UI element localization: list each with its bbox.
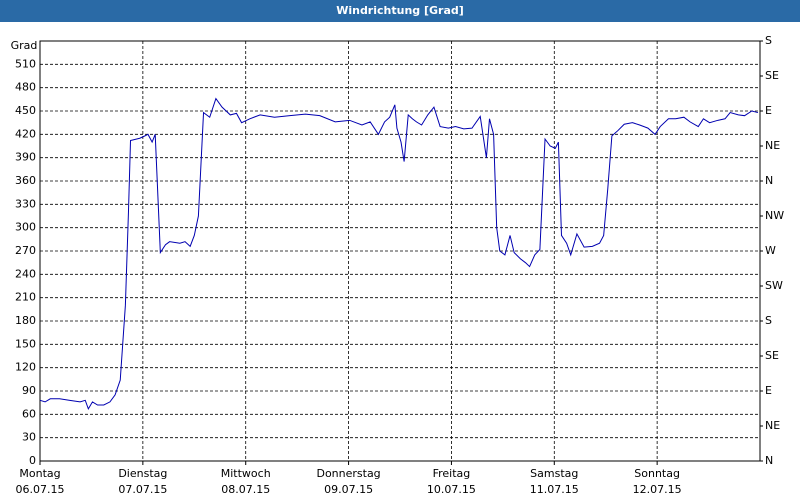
y-tick-label: 30 xyxy=(22,431,36,444)
y2-tick-label: N xyxy=(765,174,773,187)
y-tick-label: 480 xyxy=(15,81,36,94)
y-tick-label: 360 xyxy=(15,174,36,187)
y2-tick-label: NE xyxy=(765,139,780,152)
y-tick-label: 150 xyxy=(15,337,36,350)
y-axis-label: Grad xyxy=(11,39,38,52)
x-tick-label: Montag xyxy=(19,467,60,480)
x-tick-date: 06.07.15 xyxy=(16,483,65,496)
y-tick-label: 60 xyxy=(22,407,36,420)
y-tick-label: 390 xyxy=(15,151,36,164)
y-tick-label: 450 xyxy=(15,104,36,117)
x-tick-label: Dienstag xyxy=(118,467,167,480)
y2-tick-label: E xyxy=(765,384,772,397)
x-tick-date: 07.07.15 xyxy=(118,483,167,496)
x-tick-label: Sonntag xyxy=(634,467,680,480)
y-tick-label: 300 xyxy=(15,221,36,234)
y2-tick-label: NE xyxy=(765,419,780,432)
x-tick-label: Freitag xyxy=(433,467,471,480)
x-tick-label: Samstag xyxy=(530,467,578,480)
title-bar: Windrichtung [Grad] xyxy=(0,0,800,22)
x-tick-date: 10.07.15 xyxy=(427,483,476,496)
y2-tick-label: NW xyxy=(765,209,784,222)
y2-tick-label: SW xyxy=(765,279,783,292)
y-tick-label: 420 xyxy=(15,127,36,140)
x-tick-date: 11.07.15 xyxy=(530,483,579,496)
x-tick-date: 09.07.15 xyxy=(324,483,373,496)
y-tick-label: 510 xyxy=(15,57,36,70)
y-tick-label: 90 xyxy=(22,384,36,397)
y2-tick-label: W xyxy=(765,244,776,257)
y2-tick-label: SE xyxy=(765,69,779,82)
y-tick-label: 210 xyxy=(15,291,36,304)
x-tick-date: 08.07.15 xyxy=(221,483,270,496)
y2-tick-label: E xyxy=(765,104,772,117)
y2-tick-label: N xyxy=(765,454,773,467)
y-tick-label: 0 xyxy=(29,454,36,467)
y-tick-label: 330 xyxy=(15,197,36,210)
y2-tick-label: S xyxy=(765,34,772,47)
y2-tick-label: S xyxy=(765,314,772,327)
y-tick-label: 180 xyxy=(15,314,36,327)
chart-title: Windrichtung [Grad] xyxy=(336,4,464,17)
data-line xyxy=(39,97,759,411)
x-tick-date: 12.07.15 xyxy=(633,483,682,496)
y-tick-label: 240 xyxy=(15,267,36,280)
y-tick-label: 120 xyxy=(15,361,36,374)
x-tick-label: Donnerstag xyxy=(316,467,380,480)
x-tick-label: Mittwoch xyxy=(221,467,271,480)
y-tick-label: 270 xyxy=(15,244,36,257)
y2-tick-label: SE xyxy=(765,349,779,362)
